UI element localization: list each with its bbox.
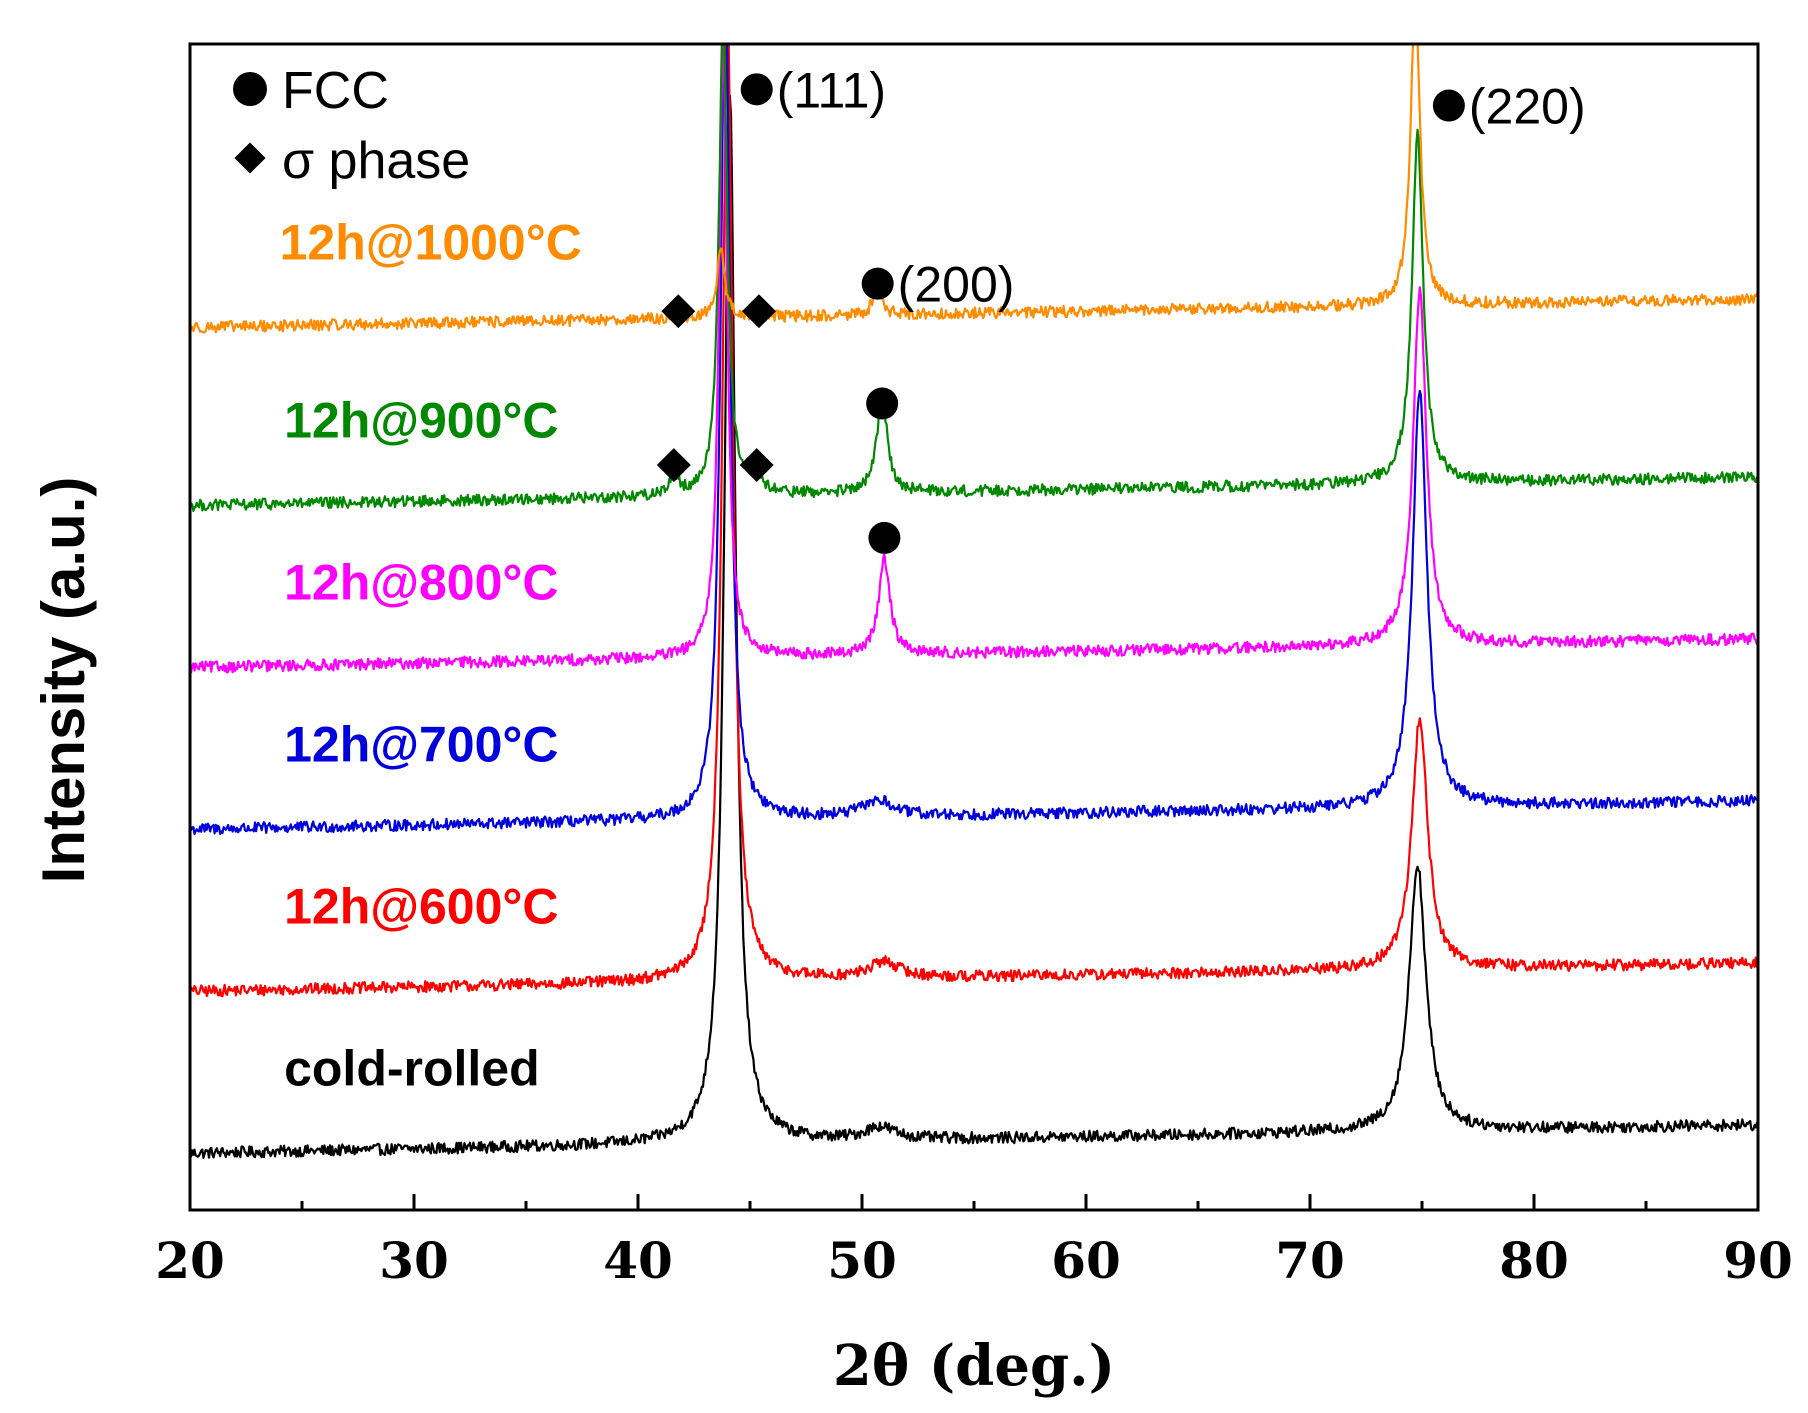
annotation-layer: (111) (220) (200) [656,62,1586,554]
sigma-phase-marker [661,294,696,329]
legend: FCC σ phase [233,62,470,190]
legend-circle-marker [233,72,267,106]
peak-label-200: (200) [898,257,1015,313]
sigma-phase-marker [741,294,776,329]
fcc-marker [866,387,899,420]
legend-diamond-marker [234,142,266,174]
series-layer [190,44,1758,1159]
series-line-12h-700-c [190,44,1758,836]
fcc-marker [740,73,773,106]
peak-label-111: (111) [777,62,886,118]
y-axis-title: Intensity (a.u.) [30,477,97,884]
series-line-12h-1000-c [190,44,1758,334]
series-line-12h-800-c [190,44,1758,674]
x-tick-label: 60 [1051,1231,1121,1290]
legend-label-fcc: FCC [282,62,389,120]
legend-label-sigma: σ phase [282,132,470,190]
series-label-12h-700-c: 12h@700°C [284,716,558,772]
x-tick-label: 70 [1275,1231,1345,1290]
peak-label-220: (220) [1469,79,1586,135]
x-tick-label: 80 [1499,1231,1569,1290]
series-label-12h-800-c: 12h@800°C [284,554,558,610]
fcc-marker [1432,89,1465,122]
x-tick-label: 50 [827,1231,897,1290]
x-tick-label: 20 [155,1231,225,1290]
x-axis-ticks: 20 30 40 50 60 70 80 90 [155,1194,1793,1290]
series-label-12h-900-c: 12h@900°C [284,393,558,449]
series-line-cold-rolled [190,94,1758,1159]
fcc-marker [861,267,894,300]
x-tick-label: 30 [379,1231,449,1290]
series-label-cold-rolled: cold-rolled [284,1040,540,1096]
series-line-12h-600-c [190,44,1758,998]
fcc-marker [868,521,901,554]
series-label-layer: cold-rolled 12h@600°C 12h@700°C 12h@800°C 12… [280,214,582,1096]
x-tick-label: 90 [1723,1231,1793,1290]
x-tick-label: 40 [603,1231,673,1290]
sigma-phase-marker [656,448,691,483]
series-label-12h-600-c: 12h@600°C [284,878,558,934]
series-line-12h-900-c [190,44,1758,513]
sigma-phase-marker [739,448,774,483]
series-label-12h-1000-c: 12h@1000°C [280,214,582,270]
x-axis-title: 2θ (deg.) [833,1333,1115,1399]
